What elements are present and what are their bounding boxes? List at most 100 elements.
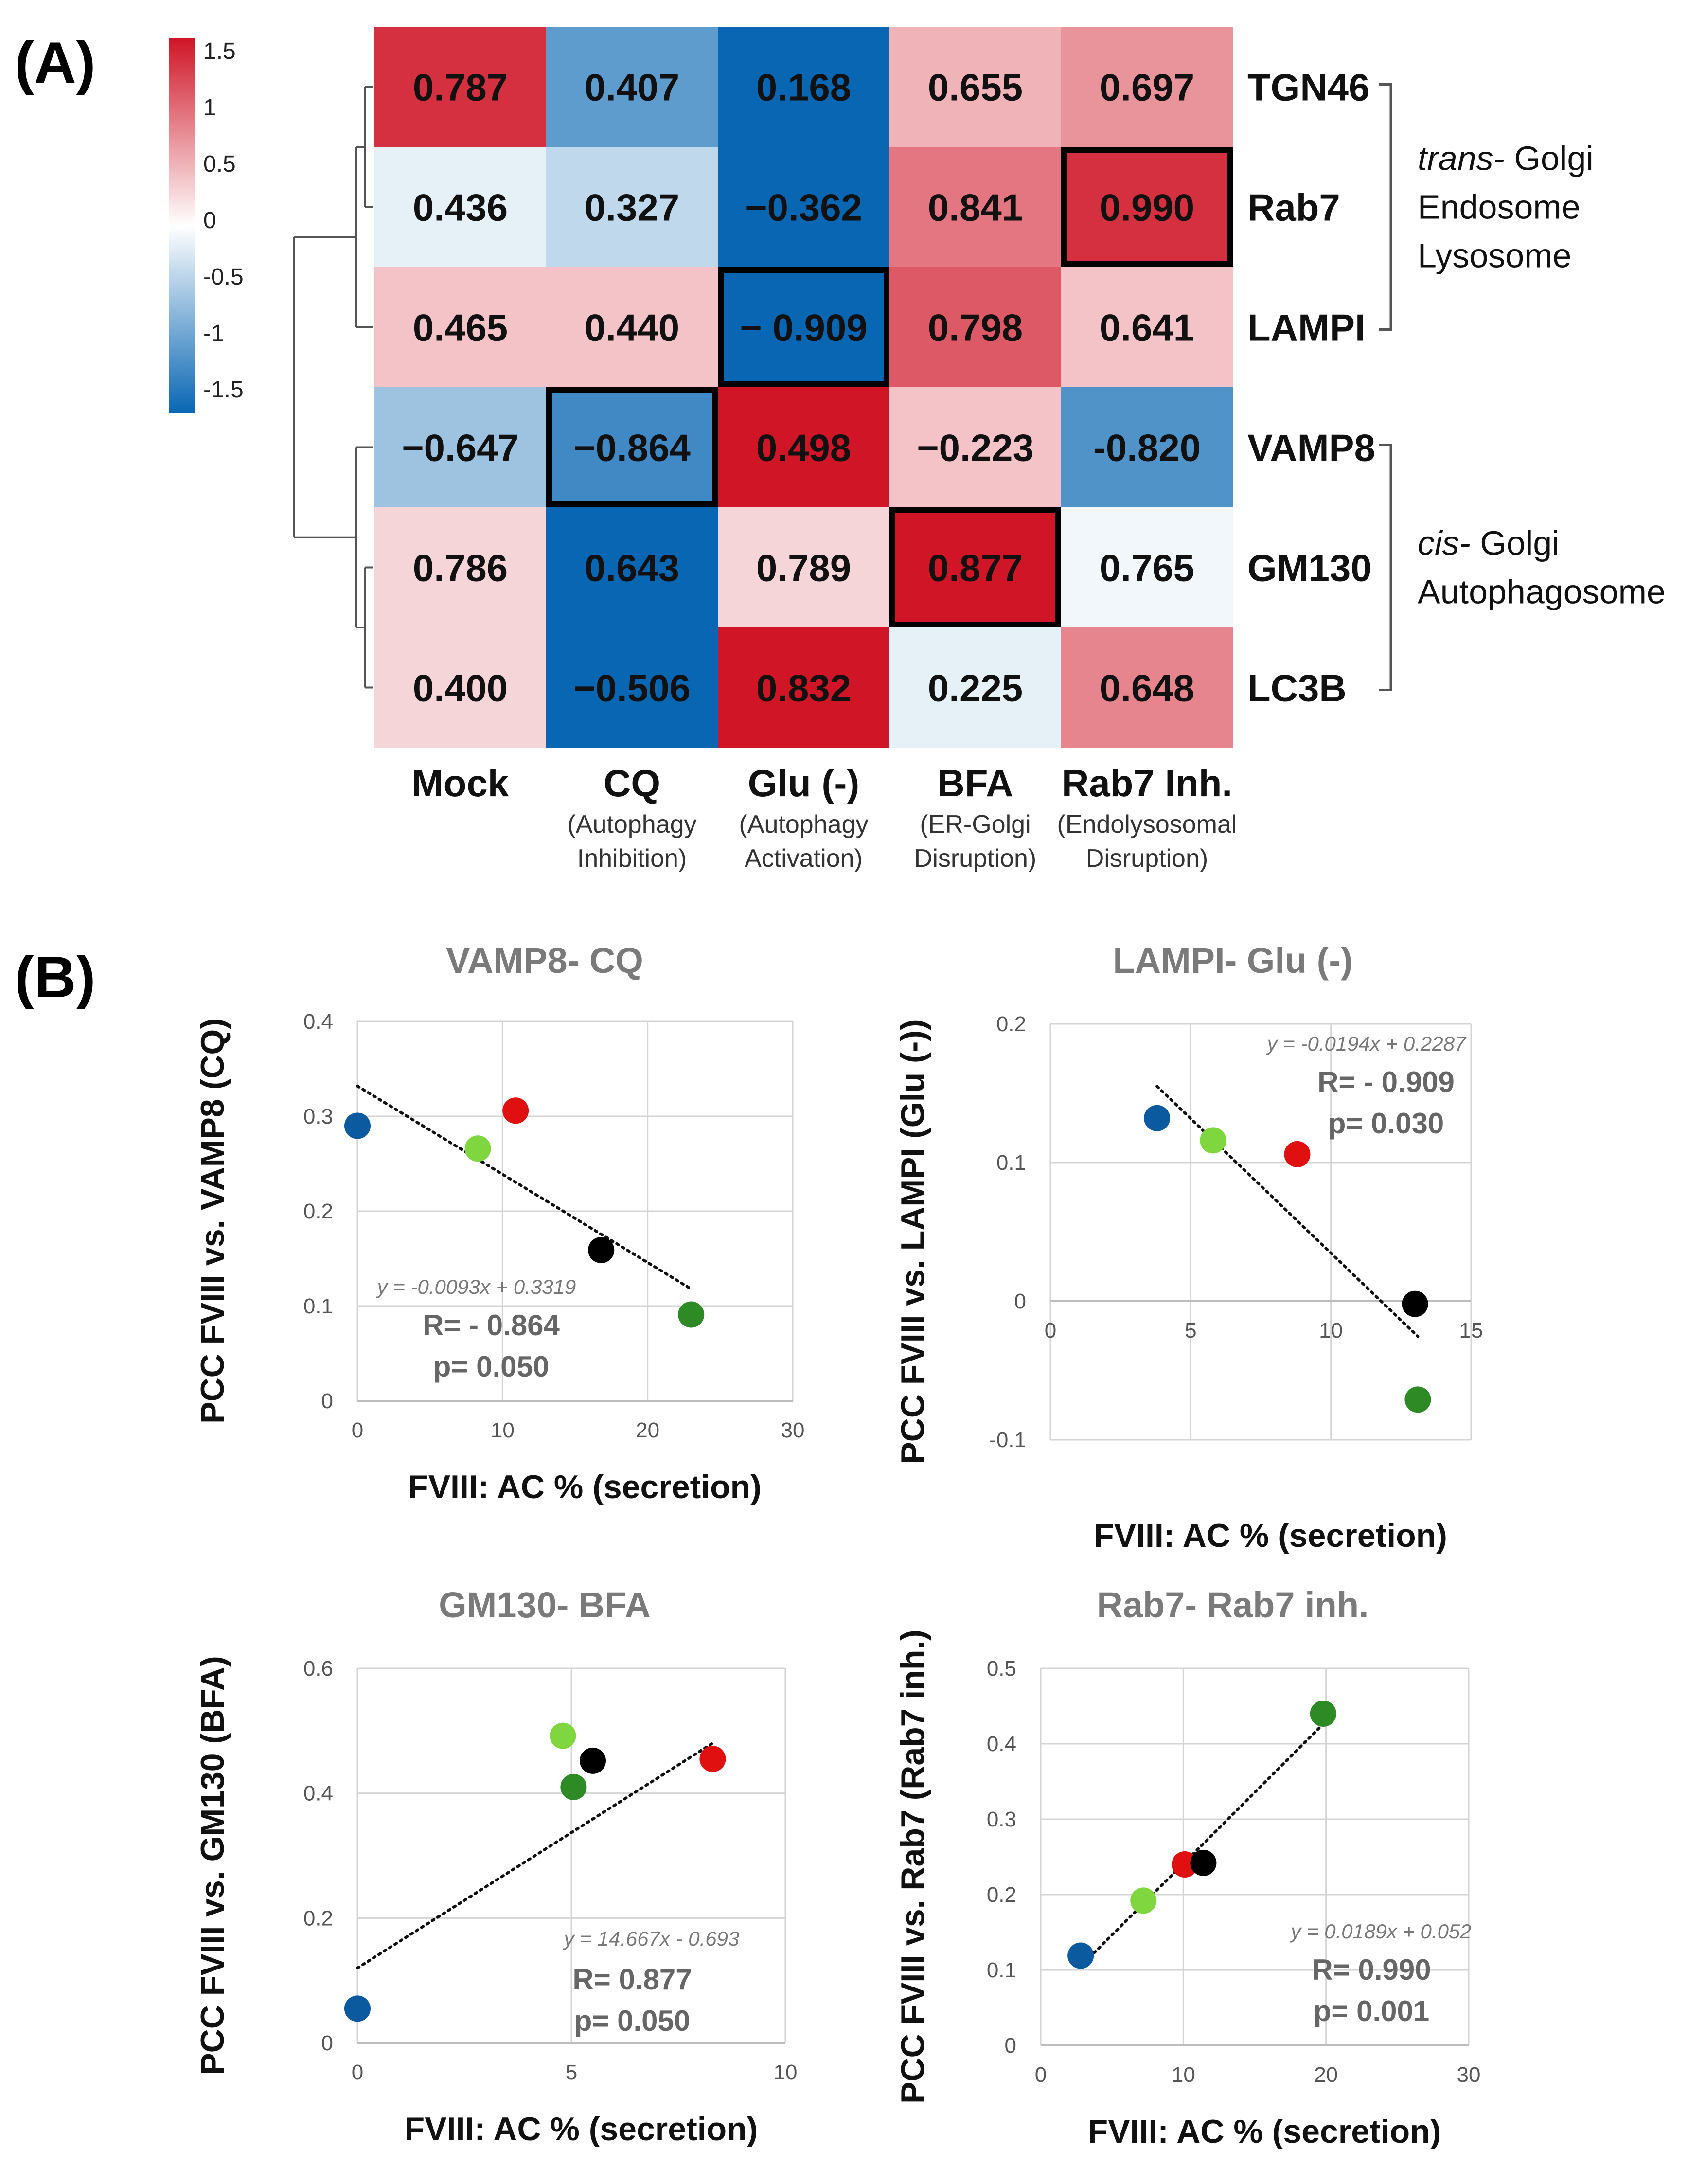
- trendline-equation: y = 14.667x - 0.693: [563, 1927, 740, 1950]
- group-label: Lysosome: [1418, 237, 1571, 275]
- data-point: [1190, 1849, 1217, 1876]
- heatmap-cell-value: 0.990: [1100, 186, 1194, 229]
- y-tick-label: 0.6: [303, 1657, 333, 1681]
- heatmap-column-label: BFA: [938, 762, 1013, 805]
- data-point: [464, 1135, 491, 1162]
- y-tick-label: 0.2: [303, 1906, 333, 1930]
- heatmap-cell: [546, 627, 718, 748]
- heatmap-cell: [889, 147, 1061, 267]
- group-label-text: Endosome: [1418, 188, 1581, 226]
- heatmap-cell-value: −0.362: [745, 186, 862, 229]
- data-point: [1310, 1701, 1336, 1727]
- heatmap-cell-value: 0.641: [1100, 306, 1194, 349]
- heatmap-cell-value: 0.168: [756, 66, 851, 109]
- heatmap-cell-value: 0.327: [585, 186, 679, 229]
- data-point: [1402, 1290, 1428, 1317]
- x-tick-label: 10: [1319, 1319, 1343, 1343]
- y-tick-label: 0: [1005, 2034, 1016, 2058]
- heatmap-cell: [1061, 507, 1233, 627]
- y-tick-label: -0.1: [989, 1428, 1026, 1452]
- y-tick-label: 0.5: [987, 1657, 1016, 1681]
- r-value: R= - 0.864: [423, 1309, 560, 1342]
- p-value: p= 0.001: [1314, 1995, 1430, 2027]
- heatmap-cell-value: 0.498: [756, 427, 851, 469]
- group-label-italic: trans-: [1418, 140, 1505, 178]
- heatmap-cell: [1061, 387, 1233, 507]
- data-point: [1404, 1386, 1431, 1413]
- data-point: [1200, 1127, 1226, 1154]
- legend-tick-label: 0.5: [203, 151, 236, 177]
- group-label-text: Golgi: [1471, 524, 1560, 562]
- data-point: [1284, 1141, 1311, 1167]
- heatmap-row-label: GM130: [1247, 547, 1372, 590]
- group-label: Endosome: [1418, 188, 1581, 226]
- heatmap-cell-value: 0.787: [413, 66, 508, 109]
- y-tick-label: 0.4: [987, 1732, 1016, 1756]
- legend-tick-label: -1: [203, 321, 224, 346]
- y-tick-label: 0.1: [996, 1151, 1026, 1175]
- y-tick-label: 0.2: [996, 1012, 1026, 1036]
- x-tick-label: 5: [1185, 1319, 1196, 1343]
- heatmap-column-label: CQ: [604, 762, 660, 805]
- heatmap-cell-value: 0.786: [413, 547, 508, 590]
- legend-tick-label: 1.5: [203, 38, 236, 64]
- heatmap-column-label: Glu (-): [748, 762, 860, 805]
- x-axis-label: FVIII: AC % (secretion): [1088, 2113, 1441, 2150]
- x-axis-label: FVIII: AC % (secretion): [408, 1468, 762, 1505]
- y-tick-label: 0: [321, 1389, 333, 1413]
- heatmap-cell-value: 0.400: [413, 667, 508, 710]
- group-label-italic: cis-: [1418, 524, 1471, 562]
- heatmap-cell-value: 0.643: [585, 547, 679, 590]
- x-tick-label: 0: [1045, 1319, 1056, 1343]
- y-tick-label: 0.4: [303, 1010, 333, 1034]
- heatmap-cell: [374, 27, 546, 147]
- group-bracket: [1379, 83, 1392, 331]
- x-tick-label: 10: [491, 1418, 515, 1442]
- heatmap-cell: [546, 267, 718, 387]
- heatmap-cell: [546, 507, 718, 627]
- heatmap-cell-value: −0.647: [402, 427, 519, 469]
- data-point: [560, 1773, 587, 1800]
- heatmap-cell-value: 0.841: [928, 186, 1023, 229]
- x-tick-label: 0: [1035, 2063, 1047, 2087]
- panel-b-label: (B): [15, 945, 96, 1010]
- x-tick-label: 20: [1314, 2063, 1338, 2087]
- x-tick-label: 30: [1457, 2063, 1481, 2087]
- scatter-vamp8-cq: 0 10 20 30 0 0.1 0.2 0.3 0.4 VAMP8- CQ FVIII: AC %…: [194, 940, 804, 1505]
- heatmap-cell-value: − 0.909: [740, 306, 867, 349]
- heatmap-cell: [718, 627, 889, 748]
- y-tick-label: 0: [1014, 1289, 1026, 1313]
- data-point: [502, 1097, 529, 1124]
- heatmap-cell: [718, 27, 889, 147]
- heatmap-highlight-box: [718, 267, 889, 387]
- data-point: [550, 1722, 576, 1749]
- heatmap-cell: [374, 507, 546, 627]
- heatmap-column-label: Rab7 Inh.: [1062, 762, 1232, 805]
- heatmap-column-subtitle: Disruption): [1086, 844, 1208, 873]
- scatter-rab7-rab7inh: 0 10 20 30 0 0.1 0.2 0.3 0.4 0.5 Rab7- Rab7 inh. FV…: [894, 1585, 1480, 2150]
- heatmap-cell-value: 0.798: [928, 306, 1023, 349]
- x-tick-label: 0: [352, 1418, 363, 1442]
- heatmap-cell-value: 0.465: [413, 306, 508, 349]
- heatmap-row-groups: trans- Golgi Endosome Lysosome cis- Golgi Au…: [1379, 83, 1666, 691]
- y-tick-label: 0.2: [987, 1883, 1016, 1907]
- panel-a-label: (A): [15, 30, 96, 95]
- scatter-lampi-glu: 0 5 10 15 -0.1 0 0.1 0.2 LAMPI- Glu (-) FVIII: AC…: [894, 940, 1483, 1554]
- trendline: [1155, 1085, 1420, 1338]
- heatmap-cell-value: −0.506: [573, 667, 691, 710]
- p-value: p= 0.050: [433, 1350, 550, 1383]
- trendline-equation: y = 0.0189x + 0.052: [1289, 1920, 1471, 1943]
- y-tick-label: 0.1: [303, 1294, 333, 1318]
- data-point: [1130, 1887, 1157, 1914]
- heatmap-row-label: LAMPI: [1247, 306, 1366, 349]
- chart-title: VAMP8- CQ: [446, 940, 643, 981]
- y-axis-label: PCC FVIII vs. GM130 (BFA): [194, 1656, 231, 2075]
- heatmap-highlight-box: [889, 507, 1061, 627]
- y-tick-label: 0: [321, 2031, 333, 2055]
- heatmap-cell: [374, 387, 546, 507]
- y-tick-label: 0.3: [987, 1808, 1016, 1831]
- p-value: p= 0.030: [1328, 1107, 1444, 1140]
- legend-tick-label: -0.5: [203, 264, 244, 290]
- heatmap-column-subtitle: Inhibition): [577, 844, 687, 873]
- x-tick-label: 5: [566, 2060, 577, 2084]
